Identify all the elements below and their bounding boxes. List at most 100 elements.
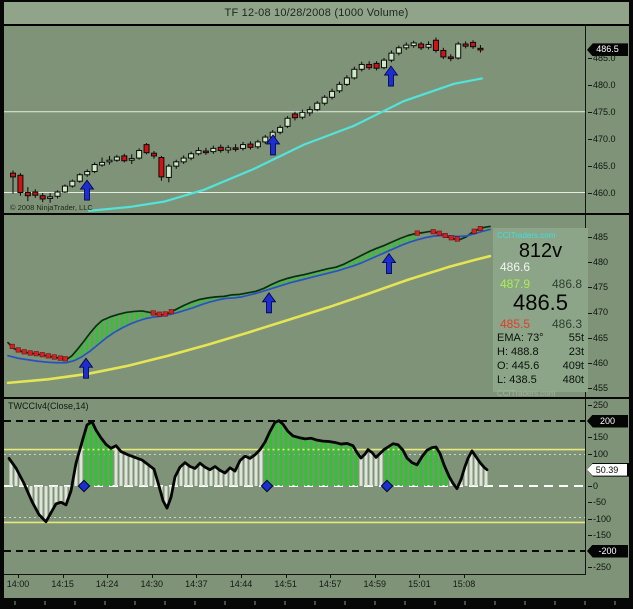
time-tick bbox=[464, 574, 465, 578]
ribbon-panel[interactable]: CCITraders.com 812v 486.6 487.9 486.8 48… bbox=[4, 215, 630, 398]
axis-tick-label: 455 bbox=[588, 383, 608, 393]
edge-tick bbox=[434, 601, 436, 605]
candle-body bbox=[343, 77, 350, 85]
sell-dot bbox=[15, 347, 21, 353]
candle-body bbox=[54, 191, 61, 197]
edge-tick bbox=[464, 601, 466, 605]
candle-body bbox=[158, 157, 165, 178]
candle-body bbox=[195, 150, 202, 155]
cci-panel[interactable]: TWCCIv4(Close,14) 50.39 200 -200 250 150 100… bbox=[4, 399, 629, 574]
candle-body bbox=[136, 150, 143, 159]
candle-body bbox=[329, 90, 336, 98]
sell-dot bbox=[454, 236, 460, 242]
candle-body bbox=[455, 43, 462, 59]
candle-body bbox=[121, 155, 128, 162]
axis-tick-label: -150 bbox=[588, 530, 611, 540]
candle-body bbox=[165, 165, 172, 178]
price-right2-readout: 486.3 bbox=[551, 317, 582, 331]
info-box: CCITraders.com 812v 486.6 487.9 486.8 48… bbox=[493, 228, 588, 398]
candle-body bbox=[440, 49, 447, 58]
candle-body bbox=[254, 141, 261, 148]
candle-body bbox=[284, 117, 291, 127]
edge-tick bbox=[584, 601, 586, 605]
fast-line bbox=[7, 225, 491, 361]
buy-arrow-icon bbox=[383, 65, 399, 87]
candle-body bbox=[17, 174, 24, 193]
axis-tick-label: 460.0 bbox=[588, 188, 616, 198]
candle-body bbox=[202, 150, 209, 154]
cci-axis[interactable]: 50.39 200 -200 250 150 100 0 -50 -100 -150 -250 bbox=[585, 399, 630, 574]
candle-body bbox=[173, 161, 180, 167]
high-value: 23t bbox=[568, 346, 584, 358]
candle-body bbox=[418, 43, 425, 49]
candle-body bbox=[470, 41, 477, 48]
price-axis[interactable]: 486.5 485.0 480.0 475.0 470.0 465.0 460.0 bbox=[585, 26, 630, 213]
candle-body bbox=[76, 174, 83, 182]
ema-value: 55t bbox=[568, 332, 584, 344]
candle-body bbox=[69, 180, 76, 187]
window-top-edge bbox=[0, 0, 633, 2]
price-chart-canvas[interactable] bbox=[4, 26, 585, 213]
axis-tick-label: -50 bbox=[588, 497, 606, 507]
ribbon-chart-canvas[interactable] bbox=[4, 215, 585, 397]
sell-dot bbox=[9, 343, 15, 349]
candle-body bbox=[143, 144, 150, 154]
signal-line bbox=[7, 228, 491, 364]
edge-tick bbox=[314, 601, 316, 605]
last-price-readout: 486.5 bbox=[512, 290, 569, 315]
candle-body bbox=[366, 63, 373, 69]
candle-body bbox=[262, 136, 269, 143]
cci-chart-canvas[interactable] bbox=[4, 399, 585, 574]
open-value: 409t bbox=[562, 360, 584, 372]
ema-label: EMA: 73° bbox=[497, 332, 544, 344]
sell-dot bbox=[27, 350, 33, 356]
time-tick bbox=[330, 574, 332, 578]
candle-body bbox=[39, 195, 46, 200]
candle-body bbox=[225, 147, 232, 151]
axis-tick-label: 250 bbox=[588, 400, 608, 410]
axis-tick-label: 460 bbox=[588, 358, 608, 368]
candle-body bbox=[47, 196, 54, 199]
title-bar[interactable]: TF 12-08 10/28/2008 (1000 Volume) bbox=[4, 2, 629, 26]
sell-dot bbox=[442, 232, 448, 238]
sell-dot bbox=[414, 230, 420, 236]
axis-tick-label: 485.0 bbox=[588, 53, 616, 63]
edge-tick bbox=[194, 601, 196, 605]
axis-tick-label: -100 bbox=[588, 514, 611, 524]
edge-tick bbox=[524, 601, 526, 605]
brand-link[interactable]: CCITraders.com bbox=[497, 231, 556, 240]
brand-watermark: CCITraders.com bbox=[497, 389, 556, 398]
buy-arrow-icon bbox=[78, 357, 94, 379]
time-label: 14:51 bbox=[274, 579, 297, 589]
sell-dot bbox=[477, 226, 483, 232]
price-panel[interactable]: © 2008 NinjaTrader, LLC 486.5 485.0 480.0… bbox=[4, 26, 629, 213]
axis-tick-label: 480 bbox=[588, 257, 608, 267]
ribbon-axis[interactable]: 485 480 475 470 465 460 455 bbox=[585, 215, 630, 397]
sell-dot bbox=[21, 349, 27, 355]
edge-tick bbox=[374, 601, 376, 605]
buy-arrow-icon bbox=[79, 179, 95, 201]
candle-body bbox=[388, 52, 395, 61]
candle-body bbox=[10, 172, 16, 178]
sell-dot bbox=[33, 351, 39, 357]
axis-tick-label: 470.0 bbox=[588, 134, 616, 144]
entry-diamond-icon bbox=[260, 479, 274, 493]
time-axis[interactable]: 14:00 14:15 14:24 14:30 14:37 14:44 14:51 14:57… bbox=[4, 574, 629, 598]
sell-dot bbox=[430, 229, 436, 235]
edge-tick bbox=[494, 601, 496, 605]
axis-tick-label: -250 bbox=[588, 562, 611, 572]
time-label: 14:15 bbox=[51, 579, 74, 589]
candle-body bbox=[247, 143, 254, 148]
entry-diamond-icon bbox=[77, 479, 91, 493]
candle-body bbox=[106, 159, 113, 163]
time-tick bbox=[18, 574, 19, 578]
candle-body bbox=[113, 156, 120, 161]
candle-body bbox=[217, 146, 224, 152]
slow-ma-line bbox=[6, 254, 492, 385]
sell-dot bbox=[45, 353, 51, 359]
sell-dot bbox=[448, 235, 454, 241]
time-tick bbox=[196, 574, 198, 578]
candle-body bbox=[425, 44, 432, 48]
sell-dot bbox=[168, 309, 174, 315]
chart-content: © 2008 NinjaTrader, LLC 486.5 485.0 480.0… bbox=[4, 26, 629, 609]
